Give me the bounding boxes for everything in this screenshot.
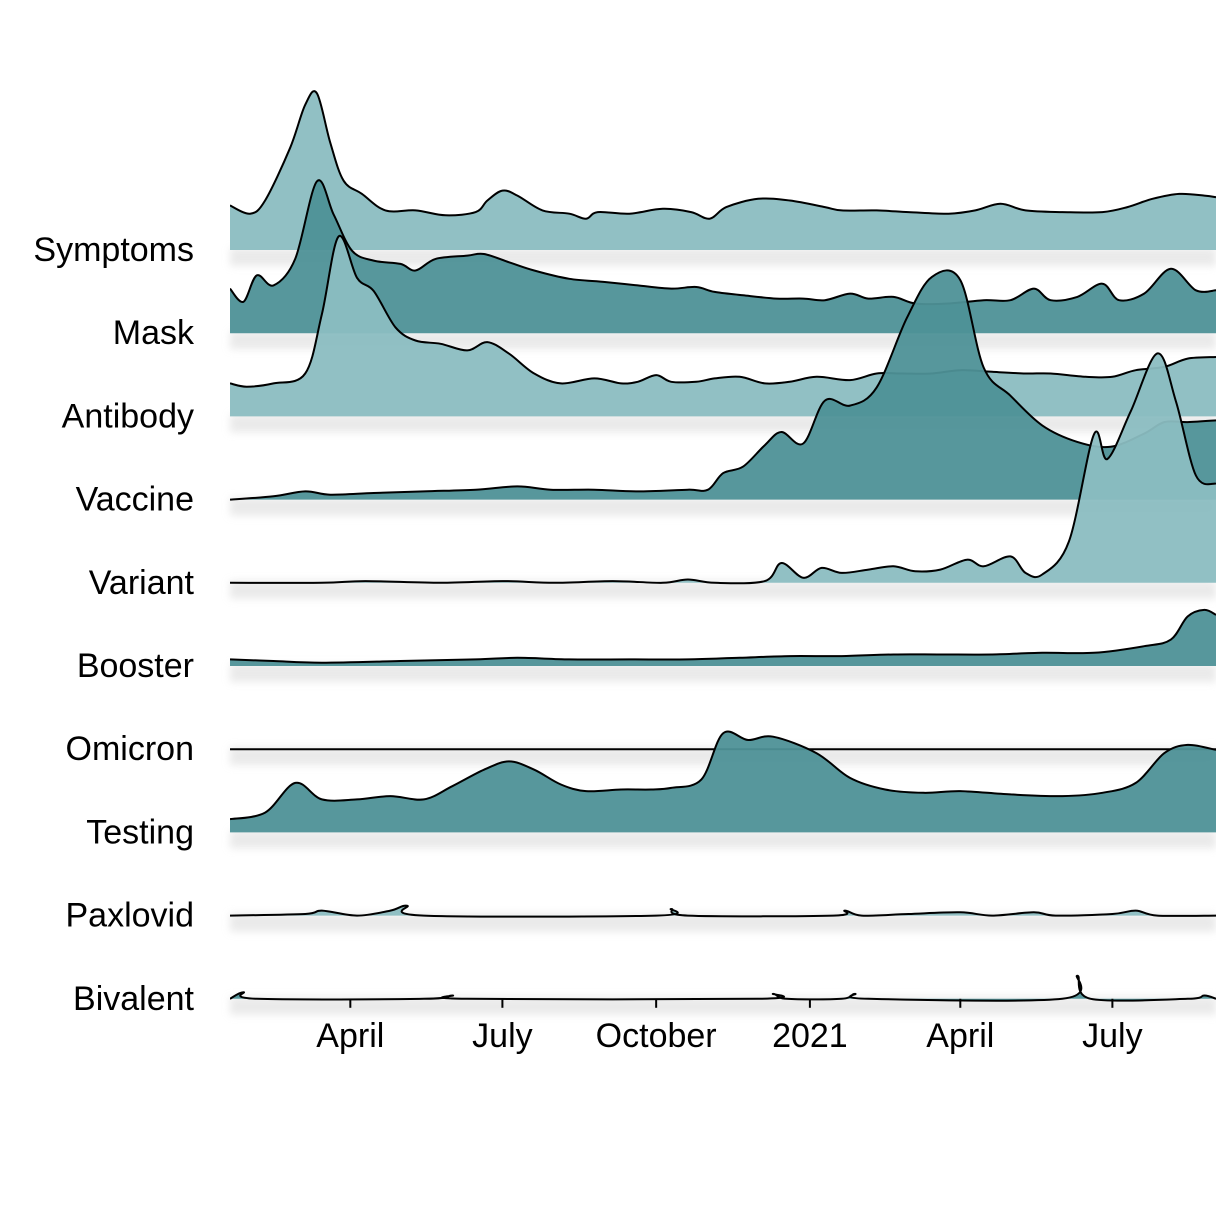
shadow-antibody [230, 414, 1216, 433]
y-label-symptoms: Symptoms [33, 231, 194, 269]
ridge-area-mask [230, 180, 1216, 334]
x-tick-label-4: April [926, 1017, 994, 1055]
ridge-area-testing [230, 731, 1216, 833]
x-tick-label-2: October [596, 1017, 717, 1055]
ridge-area-variant [230, 353, 1216, 584]
ridge-line-testing [230, 730, 1216, 821]
y-label-mask: Mask [113, 314, 195, 352]
ridge-line-vaccine [230, 269, 1216, 501]
y-axis-labels: Symptoms Mask Antibody Vaccine Variant Booste… [33, 231, 195, 1018]
x-tick-label-3: 2021 [772, 1017, 848, 1055]
y-label-antibody: Antibody [62, 397, 194, 435]
shadow-vaccine [230, 497, 1216, 516]
ridge-booster [230, 608, 1216, 666]
y-label-omicron: Omicron [66, 730, 194, 768]
ridge-line-variant [230, 352, 1216, 585]
ridge-line-bivalent [230, 974, 1216, 1002]
x-tick-label-1: July [472, 1017, 532, 1055]
y-label-testing: Testing [86, 813, 194, 851]
shadow-paxlovid [230, 913, 1216, 932]
ridge-line-paxlovid [230, 904, 1216, 918]
shadow-variant [230, 580, 1216, 599]
y-label-vaccine: Vaccine [76, 481, 194, 519]
shadow-testing [230, 830, 1216, 849]
ridge-line-antibody [230, 235, 1216, 388]
ridge-line-mask [230, 179, 1216, 306]
y-label-booster: Booster [77, 647, 194, 685]
ridge-bivalent [230, 974, 1216, 1002]
x-tick-label-0: April [316, 1017, 384, 1055]
ridge-vaccine [230, 269, 1216, 501]
ridge-line-booster [230, 608, 1216, 664]
ridge-variant [230, 352, 1216, 585]
shadow-booster [230, 664, 1216, 682]
x-axis: April July October 2021 April July [316, 998, 1143, 1055]
x-tick-label-5: July [1082, 1017, 1142, 1055]
y-label-bivalent: Bivalent [73, 980, 195, 1018]
y-label-variant: Variant [89, 564, 195, 602]
ridge-line-symptoms [230, 90, 1216, 220]
ridge-testing [230, 730, 1216, 833]
ridge-paxlovid [230, 904, 1216, 918]
ridge-mask [230, 179, 1216, 334]
ridges [230, 90, 1216, 1002]
ridge-area-symptoms [230, 91, 1216, 251]
ridge-area-vaccine [230, 270, 1216, 500]
ridge-area-booster [230, 609, 1216, 666]
ridge-symptoms [230, 90, 1216, 251]
y-label-paxlovid: Paxlovid [65, 897, 194, 935]
